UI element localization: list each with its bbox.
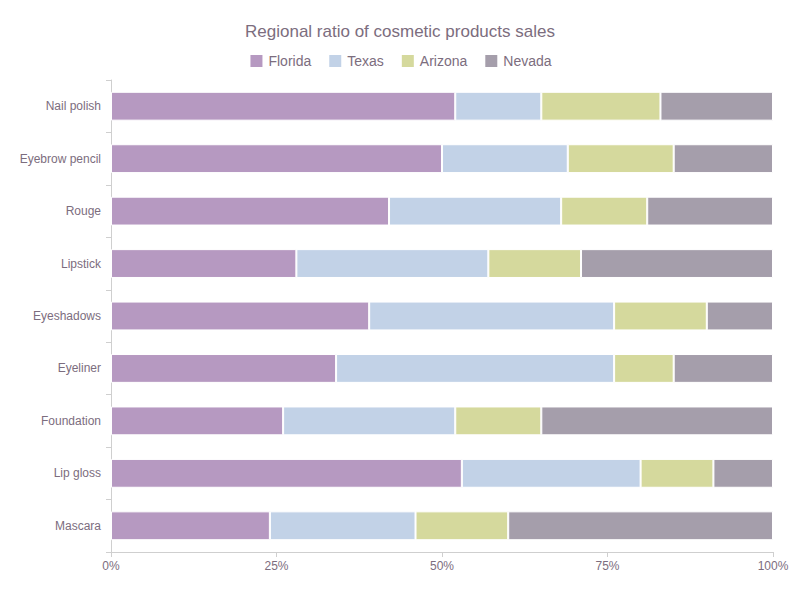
svg-text:Eyeliner: Eyeliner	[58, 361, 101, 375]
svg-text:75%: 75%	[595, 559, 619, 573]
svg-text:Texas: Texas	[347, 53, 384, 69]
svg-text:Mascara: Mascara	[55, 519, 101, 533]
svg-text:Eyeshadows: Eyeshadows	[33, 309, 101, 323]
svg-text:25%: 25%	[264, 559, 288, 573]
svg-text:0%: 0%	[102, 559, 120, 573]
svg-text:Nevada: Nevada	[503, 53, 551, 69]
svg-text:Arizona: Arizona	[420, 53, 468, 69]
svg-text:Lipstick: Lipstick	[61, 257, 102, 271]
svg-text:Regional ratio of cosmetic pro: Regional ratio of cosmetic products sale…	[245, 22, 555, 41]
svg-text:Lip gloss: Lip gloss	[54, 466, 101, 480]
svg-text:Eyebrow pencil: Eyebrow pencil	[20, 152, 101, 166]
svg-text:Rouge: Rouge	[66, 204, 102, 218]
svg-text:Florida: Florida	[268, 53, 311, 69]
svg-text:100%: 100%	[758, 559, 789, 573]
svg-text:Foundation: Foundation	[41, 414, 101, 428]
svg-text:Nail polish: Nail polish	[46, 99, 101, 113]
svg-text:50%: 50%	[430, 559, 454, 573]
